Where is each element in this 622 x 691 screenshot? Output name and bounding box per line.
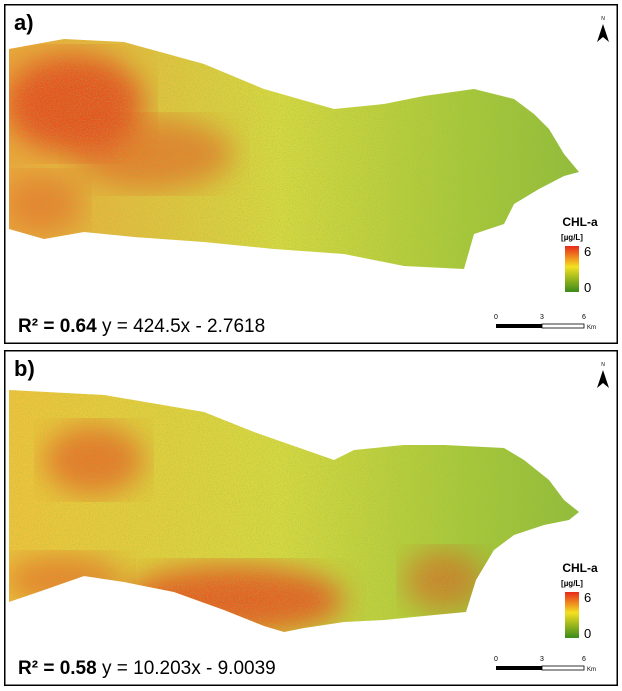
legend-title: CHL-a [562, 215, 598, 229]
scale-tick-label: 0 [494, 656, 498, 663]
legend-unit: [µg/L] [561, 579, 583, 588]
scale-unit: Km [587, 667, 596, 673]
legend-min: 0 [584, 626, 591, 641]
legend-title: CHL-a [562, 561, 598, 575]
r-squared: R² = 0.64 [18, 316, 97, 337]
scale-unit: Km [587, 325, 596, 331]
north-label: N [601, 16, 605, 22]
legend-colorbar [565, 246, 579, 292]
scale-bar-black [496, 324, 542, 328]
equation-line: R² = 0.58 y = 10.203x - 9.0039 [18, 658, 276, 679]
legend-unit: [µg/L] [561, 233, 583, 242]
equation-line: R² = 0.64 y = 424.5x - 2.7618 [18, 316, 265, 337]
panel-label: b) [14, 356, 35, 381]
scale-tick-label: 6 [582, 656, 586, 663]
scale-tick-label: 3 [540, 656, 544, 663]
r-squared: R² = 0.58 [18, 658, 97, 679]
scale-bar-white [541, 665, 585, 671]
legend-max: 6 [584, 244, 591, 259]
scale-tick-label: 0 [494, 314, 498, 321]
legend-max: 6 [584, 590, 591, 605]
scale-bar-white [541, 323, 585, 329]
north-arrow [597, 24, 609, 42]
scale-tick-label: 3 [540, 314, 544, 321]
legend-min: 0 [584, 280, 591, 295]
panel-label: a) [14, 10, 34, 35]
scale-bar-black [496, 666, 542, 670]
north-label: N [601, 362, 605, 368]
legend-colorbar [565, 592, 579, 638]
regression-equation: y = 424.5x - 2.7618 [102, 316, 265, 337]
scale-tick-label: 6 [582, 314, 586, 321]
regression-equation: y = 10.203x - 9.0039 [102, 658, 276, 679]
north-arrow [597, 370, 609, 388]
